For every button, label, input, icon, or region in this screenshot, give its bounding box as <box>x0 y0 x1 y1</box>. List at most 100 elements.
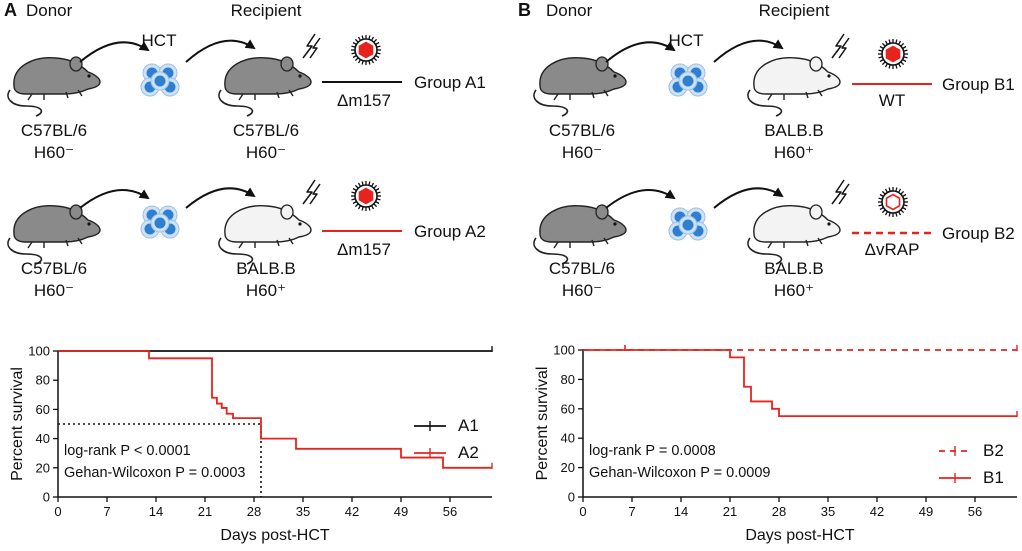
donor-strain: C57BL/6 <box>549 259 615 278</box>
arrow-donor-to-cells <box>79 41 150 63</box>
bolt-stroke <box>831 33 850 59</box>
hct-cells-icon <box>668 63 708 97</box>
donor-strain: C57BL/6 <box>21 121 87 140</box>
recipient-mouse-icon <box>218 204 312 265</box>
mouse-tail <box>218 237 254 265</box>
x-tick-label: 56 <box>968 504 982 519</box>
mouse-ear <box>69 56 83 72</box>
row-b1: WT Group B1 C57BL/6 H60⁻ BALB.B H60⁺ <box>533 33 1015 162</box>
group-label: Group B2 <box>942 224 1015 243</box>
mouse-ear <box>69 204 83 220</box>
stat-annotation: log-rank P = 0.0008 <box>589 443 716 459</box>
y-tick-label: 80 <box>36 373 50 388</box>
irradiation-bolt-icon <box>831 179 850 205</box>
irradiation-bolt-icon <box>831 33 850 59</box>
panel-b-letter: B <box>518 0 531 20</box>
mouse-tail <box>7 89 43 117</box>
mouse-feet <box>238 237 294 249</box>
x-tick-label: 0 <box>579 504 586 519</box>
mouse-eye <box>87 222 91 226</box>
donor-mouse-icon <box>533 56 627 117</box>
group-label: Group B1 <box>942 75 1015 94</box>
mouse-feet <box>27 237 83 249</box>
y-tick-label: 60 <box>561 401 575 416</box>
mouse-tail <box>218 89 254 117</box>
mouse-ear <box>280 204 294 220</box>
donor-strain: C57BL/6 <box>21 259 87 278</box>
panel-b-schematic: B Donor Recipient HCT WT Group B1 C57BL/… <box>518 0 1015 300</box>
hct-cells-icon <box>140 63 180 97</box>
recipient-strain: BALB.B <box>764 259 824 278</box>
x-tick-label: 28 <box>247 504 261 519</box>
mouse-tail <box>747 89 783 117</box>
x-tick-label: 49 <box>394 504 408 519</box>
virus-icon <box>878 187 908 217</box>
mouse-feet <box>553 237 609 249</box>
virus-label: WT <box>879 91 905 110</box>
cell-nucleus <box>682 75 694 87</box>
mouse-ear <box>809 204 823 220</box>
y-tick-label: 40 <box>36 431 50 446</box>
legend-label: A2 <box>458 443 479 462</box>
mouse-eye <box>298 222 302 226</box>
mouse-tail <box>533 237 569 265</box>
x-tick-label: 49 <box>919 504 933 519</box>
mouse-feet <box>27 89 83 101</box>
mouse-eye <box>87 74 91 78</box>
mouse-body <box>13 205 101 243</box>
x-axis-label: Days post-HCT <box>745 527 855 544</box>
y-axis-label: Percent survival <box>9 367 26 481</box>
virus-label: Δm157 <box>337 240 391 259</box>
mouse-eye <box>827 222 831 226</box>
x-tick-label: 35 <box>296 504 310 519</box>
recipient-h60: H60⁺ <box>246 281 286 300</box>
x-tick-label: 14 <box>674 504 688 519</box>
recipient-mouse-icon <box>747 204 841 265</box>
group-label: Group A2 <box>414 222 486 241</box>
panel-b-recipient-title: Recipient <box>759 1 830 20</box>
donor-mouse-icon <box>7 204 101 265</box>
donor-h60: H60⁻ <box>562 281 602 300</box>
mouse-eye <box>613 222 617 226</box>
panel-a-schematic: A Donor Recipient HCT Δm157 Group A1 C57… <box>4 0 486 300</box>
mouse-body <box>753 57 841 95</box>
recipient-h60: H60⁺ <box>774 143 814 162</box>
mouse-body <box>539 57 627 95</box>
donor-mouse-icon <box>7 56 101 117</box>
donor-h60: H60⁻ <box>562 143 602 162</box>
cell-nucleus <box>154 75 166 87</box>
mouse-eye <box>298 74 302 78</box>
virus-label: ΔvRAP <box>865 240 920 259</box>
mouse-tail <box>747 237 783 265</box>
irradiation-bolt-icon <box>302 33 321 59</box>
hct-cells-icon <box>140 205 180 239</box>
x-tick-label: 7 <box>103 504 110 519</box>
irradiation-bolt-icon <box>302 179 321 205</box>
donor-h60: H60⁻ <box>34 281 74 300</box>
y-tick-label: 60 <box>36 402 50 417</box>
x-tick-label: 42 <box>345 504 359 519</box>
recipient-strain: BALB.B <box>764 121 824 140</box>
virus-capsid <box>885 45 901 63</box>
x-tick-label: 0 <box>54 504 61 519</box>
mouse-body <box>753 205 841 243</box>
mouse-feet <box>767 89 823 101</box>
median-survival-line <box>58 423 262 497</box>
row-a1: Δm157 Group A1 C57BL/6 H60⁻ C57BL/6 H60⁻ <box>7 33 486 162</box>
x-axis-label: Days post-HCT <box>220 527 330 544</box>
recipient-h60: H60⁺ <box>774 281 814 300</box>
x-tick-label: 42 <box>870 504 884 519</box>
recipient-mouse-icon <box>218 56 312 117</box>
series-line-b1 <box>583 349 1017 418</box>
mouse-body <box>224 205 312 243</box>
survival-chart-a: 0 7 14 21 28 35 42 49 56 0 20 40 60 80 100 Days post-HC… <box>9 344 493 544</box>
mouse-eye <box>613 74 617 78</box>
virus-icon <box>878 39 908 69</box>
arrow-donor-to-cells <box>605 41 676 63</box>
recipient-strain: C57BL/6 <box>233 121 299 140</box>
survival-chart-b: 0 7 14 21 28 35 42 49 56 0 20 40 60 80 100 Days post-HC… <box>534 343 1018 544</box>
donor-strain: C57BL/6 <box>549 121 615 140</box>
y-tick-label: 100 <box>28 344 50 359</box>
panel-a-recipient-title: Recipient <box>231 1 302 20</box>
